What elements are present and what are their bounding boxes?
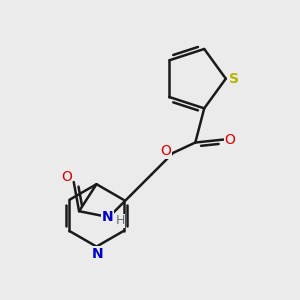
Text: N: N (101, 209, 113, 224)
Text: N: N (91, 247, 103, 261)
Text: O: O (61, 170, 72, 184)
Text: S: S (229, 72, 239, 86)
Text: O: O (160, 144, 171, 158)
Text: O: O (225, 133, 236, 147)
Text: H: H (116, 214, 125, 227)
